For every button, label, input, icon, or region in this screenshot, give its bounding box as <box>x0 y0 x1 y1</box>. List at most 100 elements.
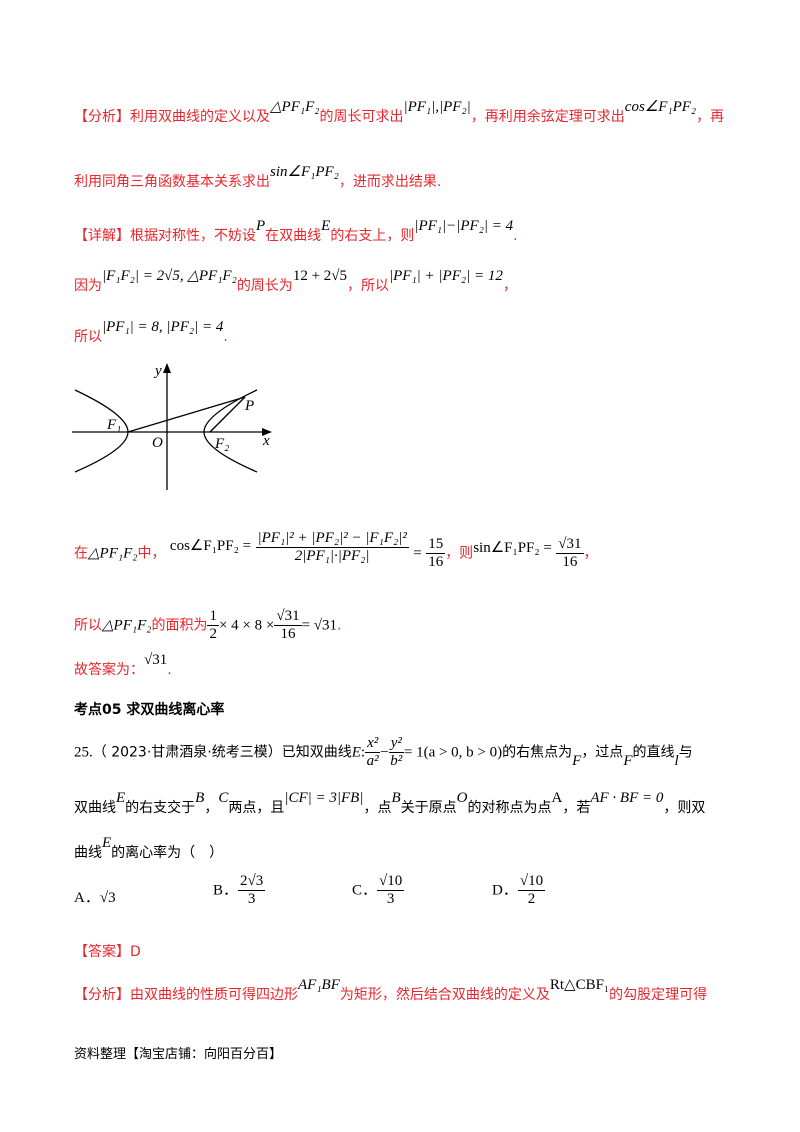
option-c[interactable]: C． √10 3 <box>352 873 405 908</box>
math: sin∠F₁PF₂ <box>270 164 339 180</box>
sin-value: √31 16 <box>556 536 584 571</box>
text: 双曲线 <box>74 800 116 816</box>
detail-line-1: 【详解】根据对称性，不妨设P在双曲线E的右支上，则|PF₁|−|PF₂| = 4… <box>74 218 518 246</box>
question-line-3: 曲线E的离心率为（ ） <box>74 835 223 863</box>
text: 所以 <box>74 617 102 634</box>
answer-line: 故答案为：√31. <box>74 652 172 680</box>
label-p: P <box>244 398 254 414</box>
math: △PF₁F₂ <box>270 99 320 115</box>
text: 在双曲线 <box>265 228 322 244</box>
option-b[interactable]: B． 2√3 3 <box>213 873 266 908</box>
math: l <box>674 752 679 769</box>
text: ，点 <box>363 800 392 816</box>
text: （ 2023·甘肃酒泉·统考三模）已知双曲线 <box>92 744 352 761</box>
denominator: 3 <box>247 891 256 907</box>
text: ， <box>204 800 219 816</box>
math: E <box>102 835 112 851</box>
answer-key: 【答案】D <box>74 942 141 962</box>
math: E <box>351 744 361 761</box>
math: |CF| = 3|FB| <box>284 790 364 806</box>
text: 故答案为： <box>74 662 144 678</box>
line-f1-p <box>127 396 246 433</box>
option-label: A． <box>74 890 100 906</box>
option-value: 2√3 3 <box>238 873 266 908</box>
text: ，则 <box>445 545 474 562</box>
numerator: √31 <box>274 608 302 626</box>
sqrt31-over-16: √31 16 <box>274 608 302 643</box>
detail-label: 【详解】 <box>74 228 130 244</box>
text: 利用同角三角函数基本关系求出 <box>74 174 270 190</box>
text: ，进而求出结果. <box>338 174 442 190</box>
text: ，再利用余弦定理可求出 <box>470 109 625 125</box>
text: 与 <box>678 744 693 761</box>
math: |PF₁| = 8, |PF₂| = 4 <box>102 319 224 335</box>
line-f2-p <box>209 396 246 433</box>
text: . <box>167 662 172 678</box>
math: Rt△CBF₁ <box>549 977 610 993</box>
math: △PF₁F₂ <box>88 545 138 562</box>
denominator: a² <box>366 753 379 769</box>
label-f1: F₁ <box>106 417 121 433</box>
math: A <box>551 790 563 806</box>
numerator: √10 <box>517 873 546 891</box>
option-d[interactable]: D． √10 2 <box>492 873 546 908</box>
text: 的周长为 <box>236 278 293 294</box>
label-o: O <box>152 435 163 451</box>
text: ，则双 <box>663 800 706 816</box>
text: 在 <box>74 545 88 562</box>
question-line-1: 25.（ 2023·甘肃酒泉·统考三模）已知双曲线E: x² a² − y² b² = 1(… <box>74 735 693 770</box>
text: 由双曲线的性质可得四边形 <box>130 987 298 1003</box>
option-value: √3 <box>99 890 116 906</box>
math: B <box>195 790 205 806</box>
math: O <box>456 790 468 806</box>
numerator: 2√3 <box>238 873 266 891</box>
analysis-line-2: 利用同角三角函数基本关系求出sin∠F₁PF₂，进而求出结果. <box>74 164 442 192</box>
text: 的勾股定理可得 <box>609 987 708 1003</box>
numerator: 15 <box>426 536 446 554</box>
question-line-2: 双曲线E的右支交于B，C两点，且|CF| = 3|FB|，点B关于原点O的对称点… <box>74 790 706 818</box>
label-x: x <box>262 433 270 449</box>
math: − <box>380 744 389 761</box>
option-a[interactable]: A．√3 <box>74 888 116 908</box>
text: 的对称点为点 <box>467 800 552 816</box>
x2-a2: x² a² <box>365 735 381 770</box>
label-f2: F₂ <box>214 436 229 452</box>
analysis-label: 【分析】 <box>74 109 130 125</box>
answer-label: 【答案】 <box>74 944 130 960</box>
text: ，所以 <box>347 278 390 294</box>
detail-line-4: 在△PF₁F₂中， cos∠F₁PF₂ = |PF₁|² + |PF₂|² − … <box>74 530 598 571</box>
question-number: 25. <box>74 744 93 761</box>
section-title: 考点05 求双曲线离心率 <box>74 702 225 718</box>
label-y: y <box>153 363 162 379</box>
detail-line-5: 所以△PF₁F₂的面积为 1 2 × 4 × 8 × √31 16 = √31. <box>74 608 341 643</box>
text: ，再 <box>696 109 725 125</box>
numerator: √10 <box>377 873 405 891</box>
denominator: 2 <box>527 891 536 907</box>
x-arrow-icon <box>262 428 272 436</box>
denominator: 16 <box>562 554 578 570</box>
text: ， <box>502 278 517 294</box>
math: = <box>413 545 422 562</box>
math: cos∠F₁PF₂ = <box>169 537 252 554</box>
math: |PF₁|−|PF₂| = 4 <box>414 218 514 234</box>
denominator: 2 <box>209 626 217 642</box>
math: E <box>321 218 331 234</box>
math: F <box>623 752 633 769</box>
text: 关于原点 <box>400 800 457 816</box>
text: 为矩形，然后结合双曲线的定义及 <box>339 987 550 1003</box>
numerator: y² <box>388 735 404 753</box>
math: √31 <box>144 652 168 668</box>
detail-line-2: 因为|F₁F₂| = 2√5, △PF₁F₂的周长为12 + 2√5，所以|PF… <box>74 268 517 296</box>
text: 的右支交于 <box>125 800 196 816</box>
text: 根据对称性，不妨设 <box>130 228 256 244</box>
text: . <box>513 228 518 244</box>
text: ， <box>583 545 598 562</box>
math: = √31 <box>301 617 338 634</box>
math: B <box>391 790 401 806</box>
answer-value: D <box>130 944 141 960</box>
text: 因为 <box>74 278 102 294</box>
text: ，若 <box>562 800 591 816</box>
math: |F₁F₂| = 2√5, △PF₁F₂ <box>102 268 237 284</box>
